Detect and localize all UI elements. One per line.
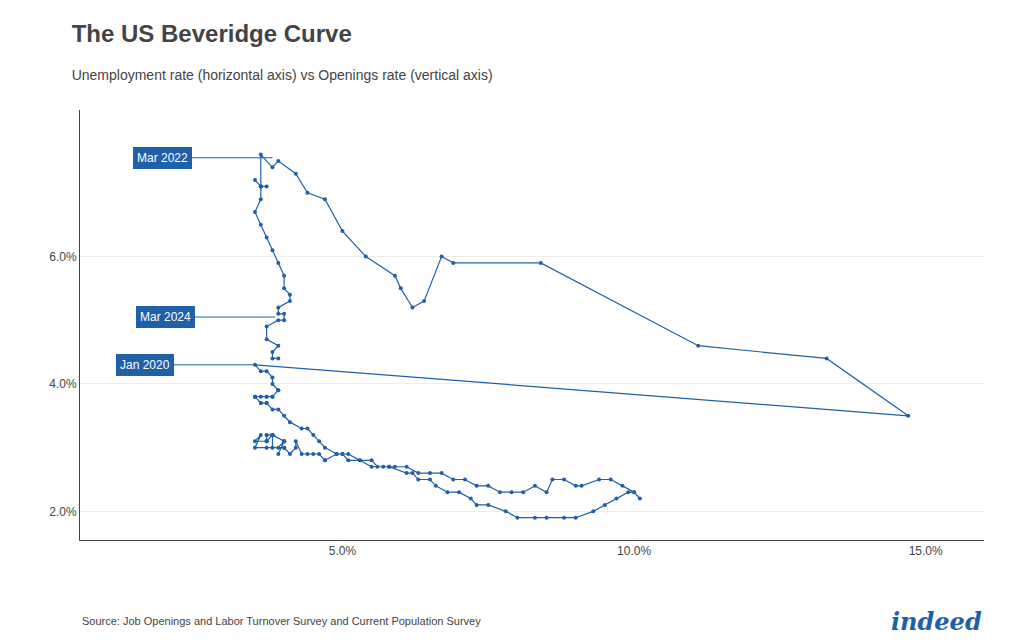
svg-text:6.0%: 6.0% [49, 250, 77, 264]
svg-text:10.0%: 10.0% [617, 544, 651, 558]
svg-text:The US Beveridge Curve: The US Beveridge Curve [72, 20, 352, 47]
svg-text:4.0%: 4.0% [49, 377, 77, 391]
svg-text:Mar 2024: Mar 2024 [140, 310, 191, 324]
svg-text:Source: Job Openings and Labor: Source: Job Openings and Labor Turnover … [82, 615, 481, 627]
svg-text:Mar 2022: Mar 2022 [137, 151, 188, 165]
svg-text:15.0%: 15.0% [909, 544, 943, 558]
svg-text:2.0%: 2.0% [49, 505, 77, 519]
svg-text:Jan 2020: Jan 2020 [120, 358, 170, 372]
svg-text:Unemployment rate (horizontal: Unemployment rate (horizontal axis) vs O… [72, 67, 493, 83]
svg-text:5.0%: 5.0% [329, 544, 357, 558]
svg-text:indeed: indeed [891, 607, 982, 636]
